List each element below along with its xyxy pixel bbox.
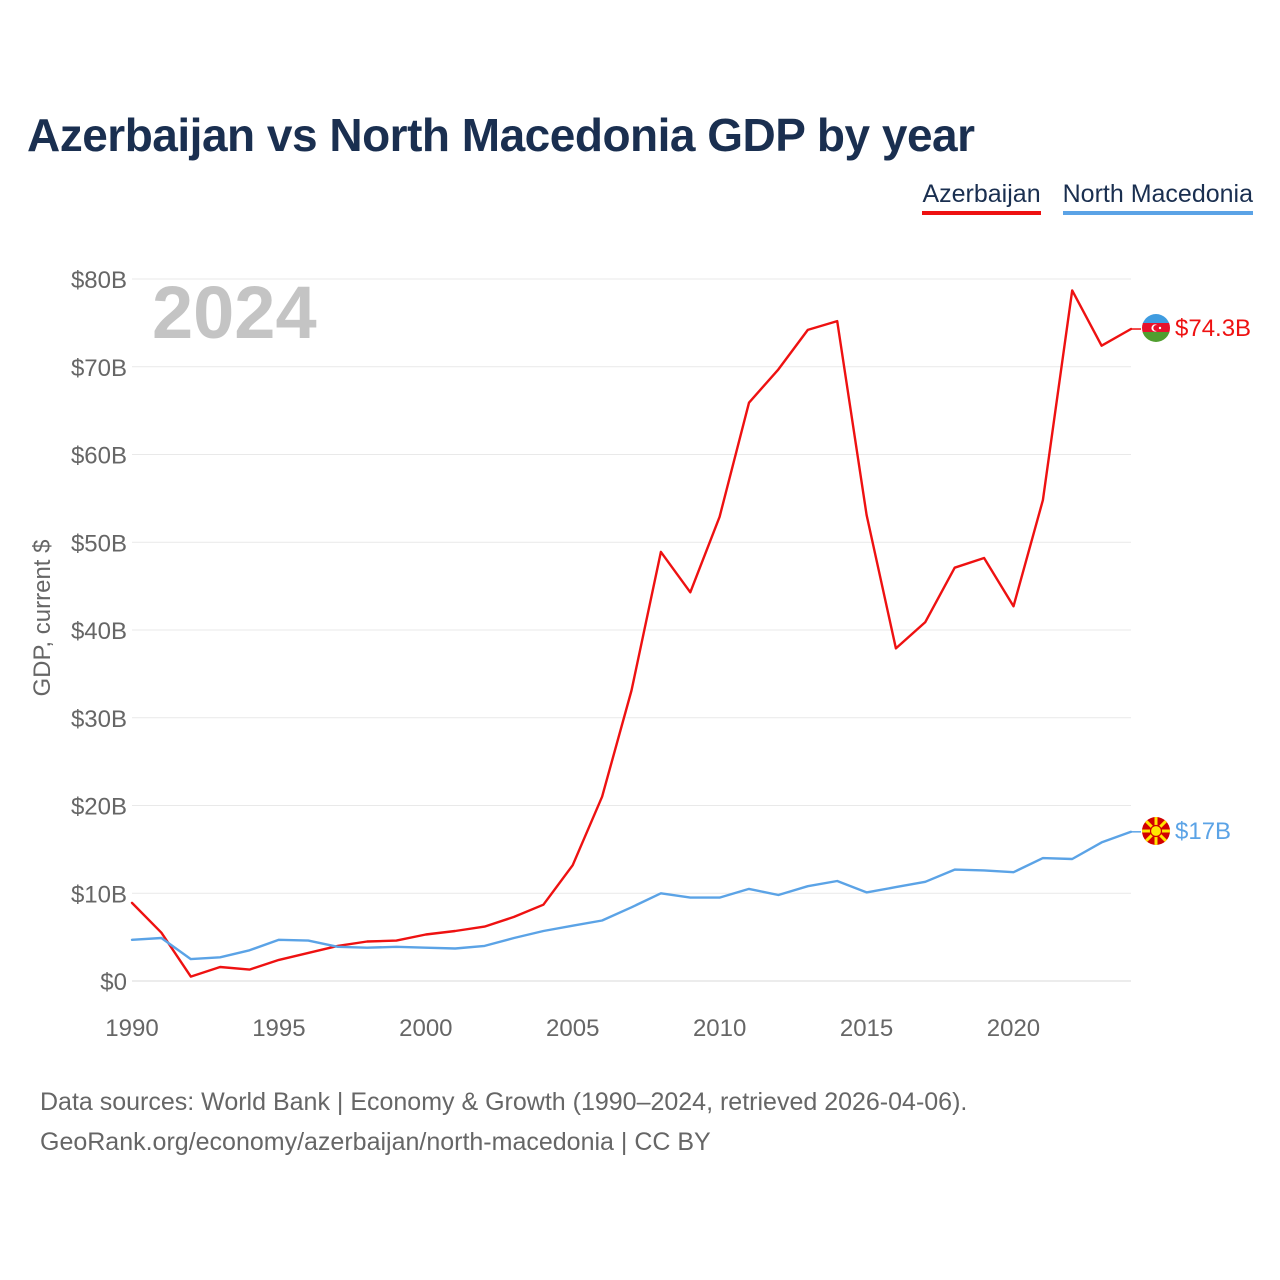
- y-tick-label: $30B: [71, 706, 127, 733]
- series-line-north-macedonia[interactable]: [130, 830, 1133, 961]
- x-axis-ticks: 1990 1995 2000 2005 2010 2015 2020: [105, 1015, 1040, 1042]
- legend-item-north-macedonia[interactable]: North Macedonia: [1062, 180, 1253, 215]
- y-tick-label: $60B: [71, 443, 127, 470]
- north-macedonia-flag: [1142, 817, 1170, 845]
- azerbaijan-flag: [1142, 314, 1170, 342]
- y-tick-label: $40B: [71, 618, 127, 645]
- y-tick-label: $50B: [71, 530, 127, 557]
- series-lines: [130, 289, 1141, 978]
- chart-title: Azerbaijan vs North Macedonia GDP by yea…: [27, 109, 975, 161]
- x-tick-label: 1995: [252, 1015, 305, 1042]
- x-tick-label: 2010: [693, 1015, 746, 1042]
- y-tick-label: $0: [100, 969, 127, 996]
- y-tick-label: $20B: [71, 794, 127, 821]
- y-axis-label: GDP, current $: [29, 540, 56, 697]
- y-tick-label: $70B: [71, 355, 127, 382]
- x-tick-label: 2000: [399, 1015, 452, 1042]
- source-line-1: Data sources: World Bank | Economy & Gro…: [40, 1088, 968, 1116]
- x-tick-label: 2020: [987, 1015, 1040, 1042]
- y-tick-label: $80B: [71, 267, 127, 294]
- gridlines: [132, 278, 1131, 982]
- series-line-azerbaijan[interactable]: [130, 289, 1133, 978]
- y-axis-ticks: $0 $10B $20B $30B $40B $50B $60B $70B $80B: [71, 267, 127, 996]
- legend-item-azerbaijan[interactable]: Azerbaijan: [922, 180, 1041, 215]
- source-note: Data sources: World Bank | Economy & Gro…: [40, 1082, 967, 1162]
- x-tick-label: 2015: [840, 1015, 893, 1042]
- year-watermark: 2024: [152, 271, 317, 354]
- azerbaijan-end-label: $74.3B: [1175, 315, 1251, 342]
- legend: Azerbaijan North Macedonia: [922, 180, 1253, 215]
- x-tick-label: 1990: [105, 1015, 158, 1042]
- x-tick-label: 2005: [546, 1015, 599, 1042]
- y-tick-label: $10B: [71, 881, 127, 908]
- north-macedonia-end-label: $17B: [1175, 818, 1231, 845]
- source-line-2[interactable]: GeoRank.org/economy/azerbaijan/north-mac…: [40, 1128, 711, 1156]
